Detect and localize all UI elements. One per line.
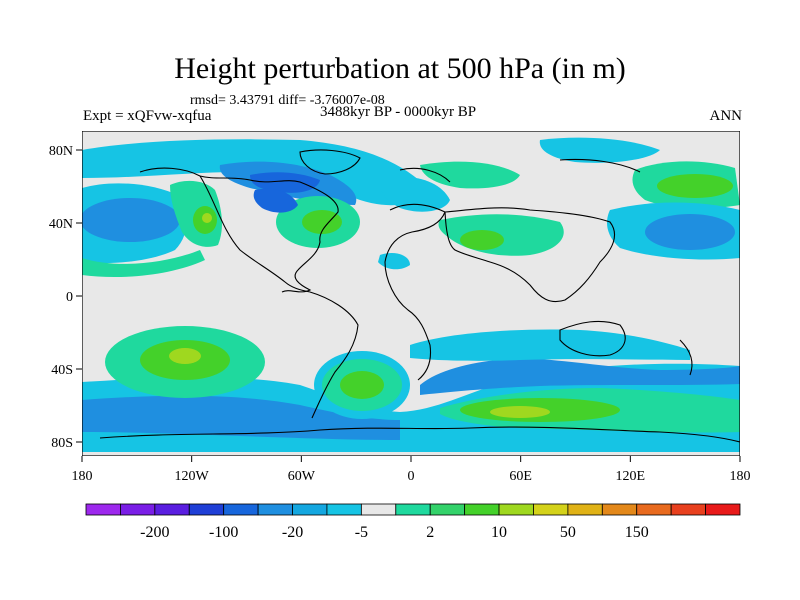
colorbar-label: -5 <box>355 524 368 541</box>
coastlines <box>99 149 740 443</box>
europe-trough <box>379 176 450 212</box>
south-atlantic-lightblue <box>410 329 690 361</box>
lon-tick-label: 180 <box>730 469 751 484</box>
lat-tick-label: 40N <box>49 217 73 232</box>
north-america-blue <box>253 188 298 213</box>
colorbar-swatch <box>257 503 293 516</box>
antarctic-yellow-core <box>490 406 550 418</box>
colorbar-label: -200 <box>140 524 169 541</box>
lon-tick-label: 180 <box>72 469 93 484</box>
northwest-pacific-core <box>657 174 733 198</box>
period-label: 3488kyr BP - 0000kyr BP <box>320 104 477 120</box>
colorbar-swatch <box>188 503 225 516</box>
colorbar-label: 150 <box>625 524 649 541</box>
colorbar-swatch <box>360 503 397 516</box>
asia-green-core <box>460 230 504 250</box>
colorbar-swatch <box>120 503 156 516</box>
colorbar-swatch <box>601 503 638 516</box>
western-north-america-peak <box>202 213 212 223</box>
greenland-blue <box>250 172 320 193</box>
southern-ocean-band-mid <box>82 395 400 440</box>
colorbar: -200 -100 -20 -5 2 10 50 150 <box>85 503 741 541</box>
colorbar-swatch <box>154 503 190 516</box>
lat-tick-label: 0 <box>66 290 73 305</box>
south-atlantic-anomaly-core <box>340 371 384 399</box>
colorbar-swatch <box>670 503 706 516</box>
rmsd-stats: rmsd= 3.43791 diff= -3.76007e-08 <box>190 93 385 108</box>
experiment-label: Expt = xQFvw-xqfua <box>83 108 212 124</box>
map-title: Height perturbation at 500 hPa (in m) <box>174 52 626 85</box>
south-pacific-anomaly-core <box>169 348 201 364</box>
colorbar-swatch <box>223 503 259 516</box>
lon-tick-label: 60W <box>288 469 316 484</box>
colorbar-label: -100 <box>209 524 238 541</box>
north-pacific-east-core <box>645 214 735 250</box>
colorbar-swatch <box>429 503 466 516</box>
north-atlantic-ridge-core <box>302 210 342 234</box>
season-label: ANN <box>709 108 743 124</box>
colorbar-swatch <box>636 503 672 516</box>
colorbar-swatch <box>326 503 362 516</box>
colorbar-swatch <box>567 503 603 516</box>
colorbar-swatch <box>395 503 431 516</box>
colorbar-swatch <box>464 503 500 516</box>
colorbar-label: 2 <box>426 524 434 541</box>
colorbar-label: 50 <box>560 524 576 541</box>
lon-tick-label: 60E <box>509 469 532 484</box>
lat-tick-label: 40S <box>51 363 73 378</box>
map-field <box>82 131 740 456</box>
north-pacific-trough-core <box>82 198 180 242</box>
colorbar-label: -20 <box>282 524 303 541</box>
colorbar-label: 10 <box>491 524 507 541</box>
north-pacific-green-arc <box>82 250 205 278</box>
lon-tick-label: 120E <box>616 469 646 484</box>
lon-tick-label: 0 <box>408 469 415 484</box>
colorbar-swatch <box>498 503 534 516</box>
colorbar-swatch <box>533 503 569 516</box>
south-indian-blue <box>420 358 740 395</box>
colorbar-swatch <box>705 503 741 516</box>
lat-tick-label: 80S <box>51 436 73 451</box>
lat-tick-label: 80N <box>49 144 73 159</box>
colorbar-swatch <box>292 503 328 516</box>
map-axes: 80N 40N 0 40S 80S 180 120W 60W 0 60E 120E 180 <box>49 144 751 484</box>
colorbar-swatch <box>85 503 121 516</box>
siberia-green <box>420 161 520 189</box>
east-asia-blue <box>539 137 660 163</box>
lon-tick-label: 120W <box>175 469 210 484</box>
